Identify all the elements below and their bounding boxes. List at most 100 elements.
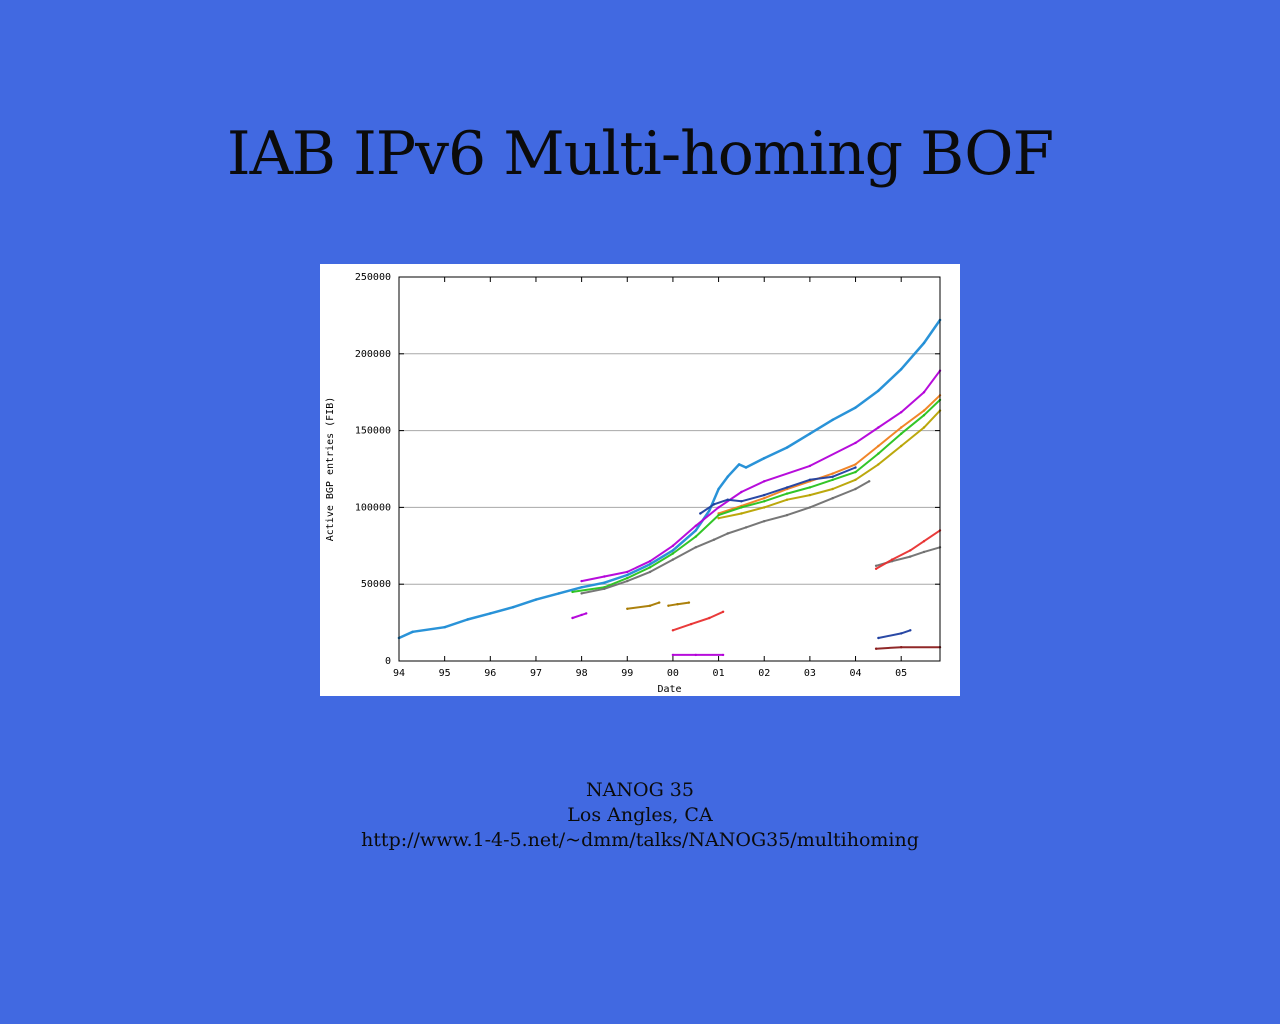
data-point <box>763 506 766 509</box>
data-point <box>626 576 629 580</box>
data-point <box>580 592 583 595</box>
series-5 <box>717 409 942 520</box>
x-tick-label: 03 <box>804 668 816 679</box>
data-point <box>626 607 629 610</box>
series-line <box>875 646 941 650</box>
y-tick-label: 200000 <box>355 349 391 360</box>
x-tick-label: 01 <box>713 668 725 679</box>
data-point <box>854 466 857 469</box>
data-point <box>580 579 583 583</box>
talk-url: http://www.1-4-5.net/~dmm/talks/NANOG35/… <box>361 829 919 851</box>
data-point <box>466 618 469 621</box>
series-14 <box>874 646 942 650</box>
data-point <box>877 426 880 429</box>
data-point <box>708 616 711 620</box>
data-point <box>854 478 857 481</box>
series-line <box>571 612 588 619</box>
y-tick-label: 50000 <box>361 579 391 590</box>
data-point <box>699 512 702 515</box>
data-point <box>922 540 926 543</box>
data-point <box>603 587 606 590</box>
data-point <box>740 490 743 494</box>
series-12 <box>671 653 725 657</box>
data-point <box>626 570 629 574</box>
data-point <box>763 520 766 523</box>
data-point <box>854 487 857 491</box>
series-line <box>626 601 661 610</box>
data-point <box>900 426 903 429</box>
series-layer <box>397 318 942 657</box>
data-point <box>890 558 894 561</box>
event-name: NANOG 35 <box>586 779 694 801</box>
data-point <box>763 497 766 500</box>
series-6 <box>580 480 871 595</box>
ticks-layer: 0 50000 100000 150000 200000 250000 94 95 96 97 98… <box>355 272 940 679</box>
series-0 <box>397 318 942 640</box>
data-point <box>785 486 789 489</box>
plot-frame <box>398 276 941 662</box>
data-point <box>785 492 789 495</box>
data-point <box>534 598 538 601</box>
data-point <box>694 546 697 549</box>
data-point <box>671 549 675 552</box>
slide-footer: NANOG 35 Los Angles, CA http://www.1-4-5… <box>0 778 1280 853</box>
data-point <box>763 480 766 483</box>
data-point <box>763 457 766 460</box>
data-point <box>874 564 878 567</box>
data-point <box>922 550 926 554</box>
data-point <box>900 411 903 414</box>
data-point <box>808 432 812 435</box>
data-point <box>671 552 675 555</box>
data-point <box>648 604 652 607</box>
data-point <box>874 567 878 570</box>
data-point <box>877 452 880 455</box>
data-point <box>694 524 697 527</box>
slide-title: IAB IPv6 Multi-homing BOF <box>226 119 1054 189</box>
data-point <box>658 601 661 604</box>
data-point <box>717 487 720 491</box>
data-point <box>726 475 729 478</box>
data-point <box>667 604 670 607</box>
data-point <box>744 466 748 469</box>
series-15 <box>571 612 588 620</box>
x-tick-label: 99 <box>621 668 633 679</box>
y-tick-label: 0 <box>385 656 391 667</box>
data-point <box>676 603 679 606</box>
bgp-chart: 0 50000 100000 150000 200000 250000 94 95 96 97 98… <box>325 272 942 695</box>
series-3 <box>571 398 942 594</box>
data-point <box>785 446 789 449</box>
x-tick-label: 96 <box>484 668 496 679</box>
x-axis-label: Date <box>657 684 681 695</box>
data-point <box>690 622 693 626</box>
data-point <box>671 629 675 632</box>
data-point <box>671 653 675 657</box>
data-point <box>831 478 834 481</box>
data-point <box>712 503 716 506</box>
bgp-chart-panel: 0 50000 100000 150000 200000 250000 94 95 96 97 98… <box>320 264 960 696</box>
data-point <box>831 475 834 478</box>
data-point <box>721 610 725 613</box>
data-point <box>740 506 743 509</box>
data-point <box>712 538 716 541</box>
series-9 <box>626 601 661 610</box>
data-point <box>717 506 720 509</box>
y-tick-label: 250000 <box>355 272 391 283</box>
data-point <box>603 581 606 584</box>
series-10 <box>667 601 691 607</box>
data-point <box>571 616 574 620</box>
x-tick-label: 05 <box>895 668 907 679</box>
data-point <box>726 532 729 535</box>
data-point <box>626 573 629 577</box>
series-line <box>671 610 725 632</box>
data-point <box>922 391 926 394</box>
data-point <box>900 432 903 435</box>
data-point <box>900 632 903 635</box>
data-point <box>648 560 652 563</box>
y-tick-label: 100000 <box>355 502 391 513</box>
data-point <box>785 498 789 501</box>
series-1 <box>580 369 942 583</box>
data-point <box>808 478 812 481</box>
series-4 <box>699 466 857 515</box>
data-point <box>808 506 812 509</box>
data-point <box>694 529 697 532</box>
